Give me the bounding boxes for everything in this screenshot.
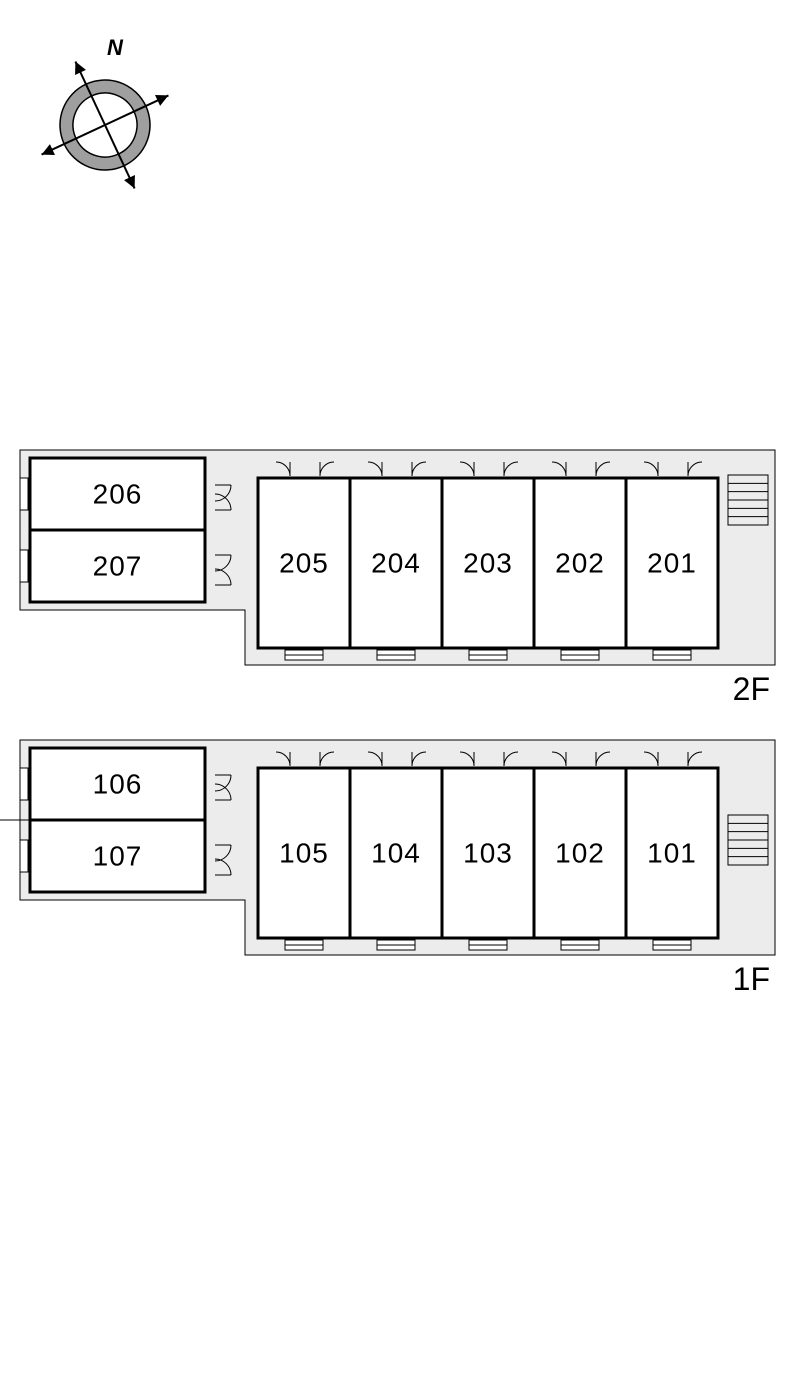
room-label-104: 104: [371, 837, 421, 868]
floor-label: 1F: [733, 961, 770, 997]
compass-north-label: N: [107, 35, 124, 60]
room-label-205: 205: [279, 547, 329, 578]
window-notch: [20, 840, 28, 872]
compass-icon: [12, 32, 198, 218]
room-label-102: 102: [555, 837, 605, 868]
room-label-201: 201: [647, 547, 697, 578]
room-label-203: 203: [463, 547, 513, 578]
window-notch: [20, 550, 28, 582]
room-label-106: 106: [93, 768, 143, 799]
room-label-101: 101: [647, 837, 697, 868]
window-notch: [20, 768, 28, 800]
room-label-206: 206: [93, 478, 143, 509]
room-label-105: 105: [279, 837, 329, 868]
room-label-202: 202: [555, 547, 605, 578]
room-label-107: 107: [93, 840, 143, 871]
room-label-103: 103: [463, 837, 513, 868]
window-notch: [20, 478, 28, 510]
floor-label: 2F: [733, 671, 770, 707]
room-label-204: 204: [371, 547, 421, 578]
floorplan-diagram: N 206 207 205 204 203 202 201 2F 106 107 105 104 103 1…: [0, 0, 800, 1373]
room-label-207: 207: [93, 550, 143, 581]
